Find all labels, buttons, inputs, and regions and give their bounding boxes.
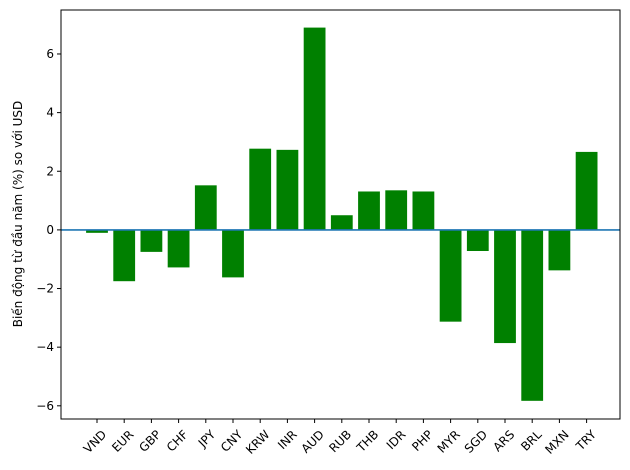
bar-rub bbox=[330, 215, 353, 230]
bar-cny bbox=[222, 229, 244, 278]
y-axis-label: Biến động từ đầu năm (%) so với USD bbox=[11, 101, 25, 328]
x-tick-label-inr: INR bbox=[275, 427, 300, 452]
plot-frame bbox=[60, 9, 621, 420]
y-tick-label: 2 bbox=[46, 164, 54, 178]
y-axis-ticks: −6 −4 −2 0 2 4 6 bbox=[36, 47, 61, 413]
x-tick-label-sgd: SGD bbox=[462, 427, 490, 455]
bar-myr bbox=[439, 229, 462, 322]
bar-mxn bbox=[548, 229, 571, 271]
bar-eur bbox=[113, 229, 136, 282]
x-tick-label-aud: AUD bbox=[298, 427, 326, 455]
y-tick-label: 4 bbox=[46, 106, 54, 120]
bar-jpy bbox=[194, 185, 217, 230]
bar-sgd bbox=[466, 229, 489, 252]
x-tick-label-mxn: MXN bbox=[542, 427, 571, 456]
x-tick-label-cny: CNY bbox=[218, 427, 246, 455]
bar-krw bbox=[249, 148, 272, 230]
y-tick-label: 6 bbox=[46, 47, 54, 61]
bar-aud bbox=[303, 27, 326, 230]
bar-php bbox=[412, 191, 435, 230]
x-tick-label-thb: THB bbox=[353, 427, 381, 455]
y-tick-label: −6 bbox=[36, 399, 54, 413]
bar-idr bbox=[385, 190, 408, 230]
x-tick-label-try: TRY bbox=[573, 427, 600, 454]
x-tick-label-krw: KRW bbox=[243, 427, 273, 457]
x-tick-label-chf: CHF bbox=[164, 427, 191, 454]
bar-gbp bbox=[140, 229, 163, 252]
bar-try bbox=[575, 151, 598, 230]
bar-chf bbox=[167, 229, 190, 268]
bar-brl bbox=[521, 229, 544, 401]
bar-inr bbox=[276, 149, 299, 230]
y-tick-label: −2 bbox=[36, 282, 54, 296]
y-tick-label: 0 bbox=[46, 223, 54, 237]
x-tick-label-eur: EUR bbox=[109, 427, 136, 454]
bars-group bbox=[86, 27, 598, 401]
y-tick-label: −4 bbox=[36, 340, 54, 354]
x-tick-label-vnd: VND bbox=[81, 427, 110, 456]
x-tick-label-jpy: JPY bbox=[195, 427, 219, 451]
bar-thb bbox=[358, 191, 380, 230]
x-tick-label-ars: ARS bbox=[490, 427, 517, 454]
x-tick-label-brl: BRL bbox=[518, 427, 545, 454]
x-tick-label-myr: MYR bbox=[435, 427, 463, 455]
x-tick-label-rub: RUB bbox=[326, 427, 354, 455]
bar-vnd bbox=[86, 229, 108, 233]
bar-ars bbox=[494, 229, 516, 344]
x-tick-label-gbp: GBP bbox=[136, 427, 163, 454]
x-tick-label-idr: IDR bbox=[384, 427, 409, 452]
x-tick-label-php: PHP bbox=[409, 427, 436, 454]
